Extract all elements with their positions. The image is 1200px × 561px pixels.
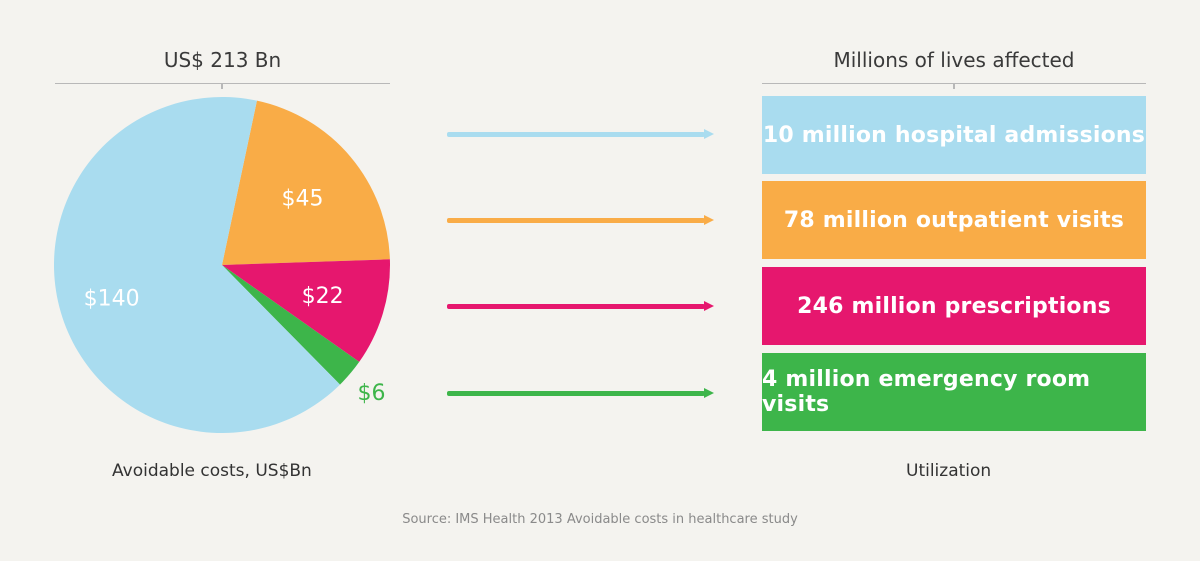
pie-slice-140 [53, 96, 341, 433]
box-emergency-visits: 4 million emergency room visits [762, 353, 1146, 431]
utilization-title: Millions of lives affected [833, 48, 1075, 72]
pie-label-140: $140 [84, 286, 140, 311]
arrow-hospital [447, 129, 714, 139]
box-prescriptions: 246 million prescriptions [762, 267, 1146, 345]
box-hospital-label: 10 million hospital admissions [762, 122, 1146, 148]
pie-title-tick [221, 83, 223, 89]
pie-title: US$ 213 Bn [163, 48, 282, 72]
box-emergency-label: 4 million emergency room visits [762, 367, 1091, 417]
pie-slice-45 [222, 100, 390, 265]
arrow-prescriptions [447, 301, 714, 311]
arrow-emergency [447, 388, 714, 398]
pie-label-45: $45 [281, 187, 323, 212]
box-outpatient-visits: 78 million outpatient visits [762, 181, 1146, 259]
arrow-outpatient [447, 215, 714, 225]
box-hospital-admissions: 10 million hospital admissions [762, 96, 1146, 174]
pie-chart: $140 $45 $22 $6 [53, 96, 390, 433]
source-note: Source: IMS Health 2013 Avoidable costs … [402, 512, 798, 527]
pie-slice-22 [222, 259, 390, 362]
pie-label-22: $22 [302, 284, 344, 309]
utilization-title-tick [953, 83, 955, 89]
pie-slice-6 [222, 265, 360, 385]
pie-caption: Avoidable costs, US$Bn [112, 461, 312, 481]
pie-label-6: $6 [357, 381, 385, 406]
box-outpatient-label: 78 million outpatient visits [783, 207, 1125, 233]
utilization-caption: Utilization [906, 461, 992, 481]
box-prescriptions-label: 246 million prescriptions [797, 293, 1111, 319]
